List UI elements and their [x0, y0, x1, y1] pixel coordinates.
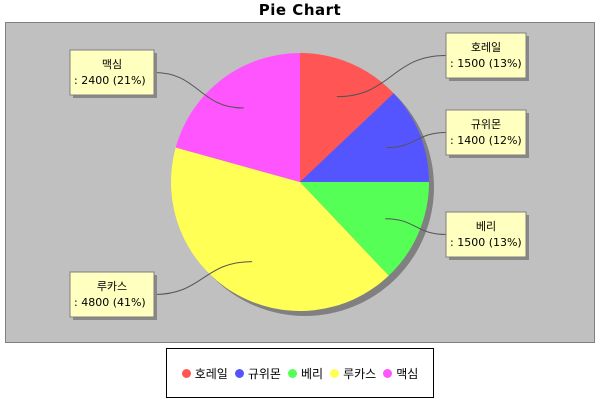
legend-item-1: 호레일	[181, 365, 228, 382]
legend-item-4: 루카스	[330, 365, 376, 382]
slice-label-name: 호레일	[471, 40, 501, 54]
legend-swatch	[383, 368, 393, 378]
pie-slice-5	[175, 53, 300, 182]
legend-swatch	[234, 368, 244, 378]
slice-label-3: 베리 : 1500 (13%)	[445, 211, 529, 260]
legend-item-3: 베리	[287, 365, 324, 382]
slice-label-name: 루카스	[97, 280, 127, 293]
chart-title: Pie Chart	[258, 1, 342, 19]
slice-label-value: : 2400 (21%)	[74, 74, 146, 87]
slice-label-value: : 1400 (12%)	[450, 134, 522, 147]
legend-swatch	[181, 368, 191, 378]
slice-label-value: : 4800 (41%)	[74, 296, 146, 309]
legend-label: 베리	[300, 366, 324, 381]
slice-label-value: : 1500 (13%)	[450, 57, 522, 70]
pie-slice-2	[300, 93, 429, 182]
slice-label-value: : 1500 (13%)	[450, 236, 522, 249]
pie-slice-3	[300, 182, 429, 276]
pie-slice-4	[171, 147, 389, 311]
legend-label: 규위몬	[247, 366, 281, 381]
slice-label-name: 규위몬	[471, 118, 501, 131]
label-connector-4	[153, 261, 253, 295]
legend-item-2: 규위몬	[234, 365, 281, 382]
slice-label-2: 규위몬 : 1400 (12%)	[445, 109, 529, 158]
legend-item-5: 맥심	[383, 365, 418, 382]
slice-label-name: 베리	[476, 220, 496, 233]
legend-swatch	[330, 368, 340, 378]
pie-slice-1	[300, 53, 394, 182]
legend-swatch	[287, 368, 297, 378]
legend-label: 루카스	[343, 366, 377, 381]
label-connector-1	[336, 55, 447, 98]
label-connector-5	[153, 72, 244, 109]
label-connector-2	[386, 132, 447, 149]
legend: 호레일 규위몬 베리 루카스 맥심	[166, 348, 434, 398]
slice-label-name: 맥심	[102, 58, 122, 71]
legend-label: 맥심	[396, 366, 419, 381]
slice-label-1: 호레일 : 1500 (13%)	[445, 32, 529, 81]
slice-label-4: 루카스 : 4800 (41%)	[69, 271, 157, 320]
label-connector-3	[385, 218, 447, 235]
legend-label: 호레일	[194, 366, 228, 381]
slice-label-5: 맥심 : 2400 (21%)	[69, 49, 157, 98]
